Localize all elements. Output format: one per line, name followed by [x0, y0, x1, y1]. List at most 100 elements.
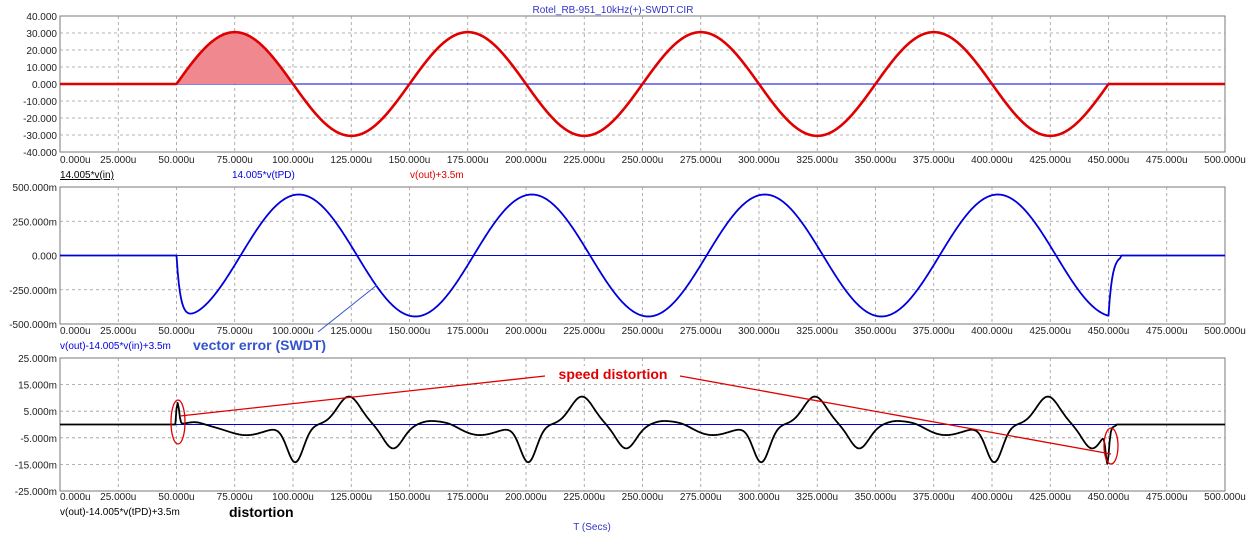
x-tick-label: 275.000u — [680, 326, 722, 337]
x-tick-label: 500.000u — [1204, 492, 1246, 503]
x-tick-label: 125.000u — [330, 155, 372, 166]
chart-title: Rotel_RB-951_10kHz(+)-SWDT.CIR — [533, 5, 694, 16]
x-tick-label: 125.000u — [330, 492, 372, 503]
panels: 0.000u 25.000u 50.000u 75.000u 100.000u 125.0… — [9, 12, 1246, 503]
x-tick-label: 300.000u — [738, 155, 780, 166]
speed-pointer-left — [179, 375, 546, 417]
x-tick-label: 150.000u — [389, 155, 431, 166]
x-tick-label: 350.000u — [855, 155, 897, 166]
y-tick-label: 30.000 — [26, 29, 57, 40]
y-tick-label: 500.000m — [13, 183, 57, 194]
x-tick-label: 350.000u — [855, 492, 897, 503]
x-tick-label: 200.000u — [505, 155, 547, 166]
x-tick-label: 450.000u — [1088, 155, 1130, 166]
x-tick-label: 75.000u — [217, 492, 253, 503]
legend-vout: v(out)+3.5m — [410, 170, 464, 181]
x-tick-label: 400.000u — [971, 155, 1013, 166]
speed-marker-right — [1103, 427, 1119, 465]
series-line-distortion — [60, 395, 1225, 465]
x-tick-label: 150.000u — [389, 326, 431, 337]
speed-distortion-label: speed distortion — [559, 366, 668, 382]
x-tick-label: 375.000u — [913, 326, 955, 337]
shaded-half-cycle — [176, 32, 293, 84]
x-tick-label: 275.000u — [680, 492, 722, 503]
x-tick-label: 0.000u — [60, 492, 91, 503]
speed-label-bg — [549, 366, 677, 383]
y-tick-label: -5.000m — [20, 434, 57, 445]
x-tick-label: 450.000u — [1088, 492, 1130, 503]
series-line-error — [60, 193, 1225, 318]
x-tick-label: 450.000u — [1088, 326, 1130, 337]
chart-panel-1: 0.000u 25.000u 50.000u 75.000u 100.000u 125.0… — [23, 12, 1246, 166]
x-tick-label: 0.000u — [60, 155, 91, 166]
y-tick-label: 25.000m — [18, 354, 57, 365]
x-tick-label: 50.000u — [158, 492, 194, 503]
x-tick-label: 150.000u — [389, 492, 431, 503]
x-tick-label: 425.000u — [1029, 155, 1071, 166]
x-tick-label: 500.000u — [1204, 155, 1246, 166]
x-tick-label: 175.000u — [447, 155, 489, 166]
distortion-annotation: distortion — [229, 504, 294, 520]
x-tick-label: 400.000u — [971, 492, 1013, 503]
y-tick-label: 20.000 — [26, 46, 57, 57]
x-tick-label: 350.000u — [855, 326, 897, 337]
legend-vector-error: v(out)-14.005*v(in)+3.5m — [60, 341, 171, 352]
x-tick-label: 75.000u — [217, 326, 253, 337]
x-tick-label: 125.000u — [330, 326, 372, 337]
x-tick-label: 250.000u — [622, 326, 664, 337]
x-tick-label: 100.000u — [272, 155, 314, 166]
x-tick-label: 425.000u — [1029, 492, 1071, 503]
x-tick-label: 325.000u — [796, 155, 838, 166]
y-tick-label: 40.000 — [26, 12, 57, 23]
x-tick-label: 200.000u — [505, 492, 547, 503]
x-tick-label: 225.000u — [563, 155, 605, 166]
x-tick-label: 500.000u — [1204, 326, 1246, 337]
speed-distortion-annotation-group: speed distortion — [170, 366, 1119, 465]
y-tick-label: 0.000 — [32, 252, 57, 263]
x-tick-label: 400.000u — [971, 326, 1013, 337]
x-tick-label: 475.000u — [1146, 155, 1188, 166]
x-tick-label: 475.000u — [1146, 492, 1188, 503]
legend-distortion: v(out)-14.005*v(tPD)+3.5m — [60, 507, 180, 518]
y-tick-label: 5.000m — [24, 407, 57, 418]
y-tick-label: 0.000 — [32, 80, 57, 91]
x-tick-label: 175.000u — [447, 326, 489, 337]
y-tick-label: 15.000m — [18, 381, 57, 392]
x-tick-label: 50.000u — [158, 155, 194, 166]
x-tick-label: 50.000u — [158, 326, 194, 337]
vector-error-annotation: vector error (SWDT) — [193, 337, 326, 353]
chart-panel-2: 0.000u 25.000u 50.000u 75.000u 100.000u 125.0… — [9, 183, 1246, 337]
x-tick-label: 0.000u — [60, 326, 91, 337]
x-tick-label: 325.000u — [796, 492, 838, 503]
x-tick-label: 300.000u — [738, 492, 780, 503]
y-tick-label: -25.000m — [15, 487, 57, 498]
y-tick-label: -20.000 — [23, 114, 57, 125]
chart-panel-3: 0.000u 25.000u 50.000u 75.000u 100.000u 125.0… — [15, 354, 1246, 503]
vector-error-pointer — [317, 284, 378, 333]
x-tick-label: 325.000u — [796, 326, 838, 337]
x-tick-label: 275.000u — [680, 155, 722, 166]
x-axis-title: T (Secs) — [573, 522, 611, 533]
y-tick-label: -15.000m — [15, 460, 57, 471]
x-tick-label: 25.000u — [100, 155, 136, 166]
y-tick-label: -10.000 — [23, 97, 57, 108]
y-tick-label: -500.000m — [9, 320, 57, 331]
x-tick-label: 425.000u — [1029, 326, 1071, 337]
y-tick-label: -40.000 — [23, 148, 57, 159]
x-tick-label: 225.000u — [563, 492, 605, 503]
legend-vtpd: 14.005*v(tPD) — [232, 170, 295, 181]
x-tick-label: 25.000u — [100, 326, 136, 337]
x-tick-label: 250.000u — [622, 155, 664, 166]
speed-marker-left — [170, 399, 186, 445]
x-tick-label: 25.000u — [100, 492, 136, 503]
x-tick-label: 250.000u — [622, 492, 664, 503]
x-tick-label: 100.000u — [272, 492, 314, 503]
x-tick-label: 75.000u — [217, 155, 253, 166]
x-tick-label: 225.000u — [563, 326, 605, 337]
y-tick-label: -250.000m — [9, 286, 57, 297]
x-tick-label: 100.000u — [272, 326, 314, 337]
x-tick-label: 375.000u — [913, 492, 955, 503]
x-tick-label: 300.000u — [738, 326, 780, 337]
y-tick-label: -30.000 — [23, 131, 57, 142]
